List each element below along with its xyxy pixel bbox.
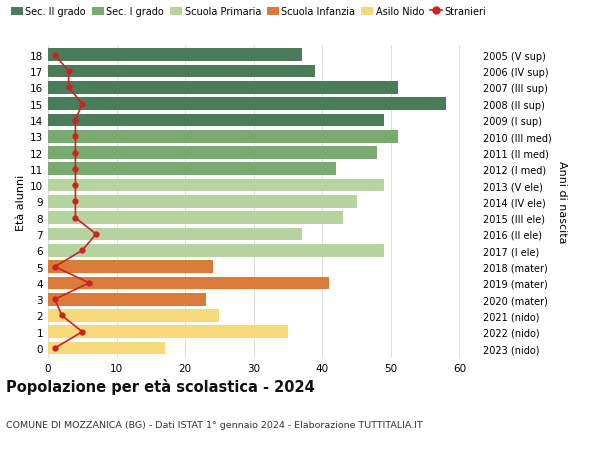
Y-axis label: Età alunni: Età alunni (16, 174, 26, 230)
Bar (48, 98, 446, 111)
Bar (48, 196, 356, 208)
Bar (48, 326, 288, 338)
Text: COMUNE DI MOZZANICA (BG) - Dati ISTAT 1° gennaio 2024 - Elaborazione TUTTITALIA.: COMUNE DI MOZZANICA (BG) - Dati ISTAT 1°… (6, 420, 423, 429)
Y-axis label: Anni di nascita: Anni di nascita (557, 161, 567, 243)
Bar (48, 309, 220, 322)
Bar (48, 228, 302, 241)
Bar (48, 212, 343, 224)
Bar (48, 131, 398, 143)
Bar (48, 66, 316, 78)
Bar (48, 179, 384, 192)
Bar (48, 49, 302, 62)
Text: Popolazione per età scolastica - 2024: Popolazione per età scolastica - 2024 (6, 379, 315, 395)
Legend: Sec. II grado, Sec. I grado, Scuola Primaria, Scuola Infanzia, Asilo Nido, Stran: Sec. II grado, Sec. I grado, Scuola Prim… (11, 7, 487, 17)
Bar (48, 163, 336, 176)
Bar (48, 147, 377, 160)
Bar (48, 293, 206, 306)
Bar (48, 342, 164, 355)
Bar (48, 261, 212, 273)
Bar (48, 82, 398, 95)
Bar (48, 277, 329, 290)
Bar (48, 114, 384, 127)
Bar (48, 244, 384, 257)
